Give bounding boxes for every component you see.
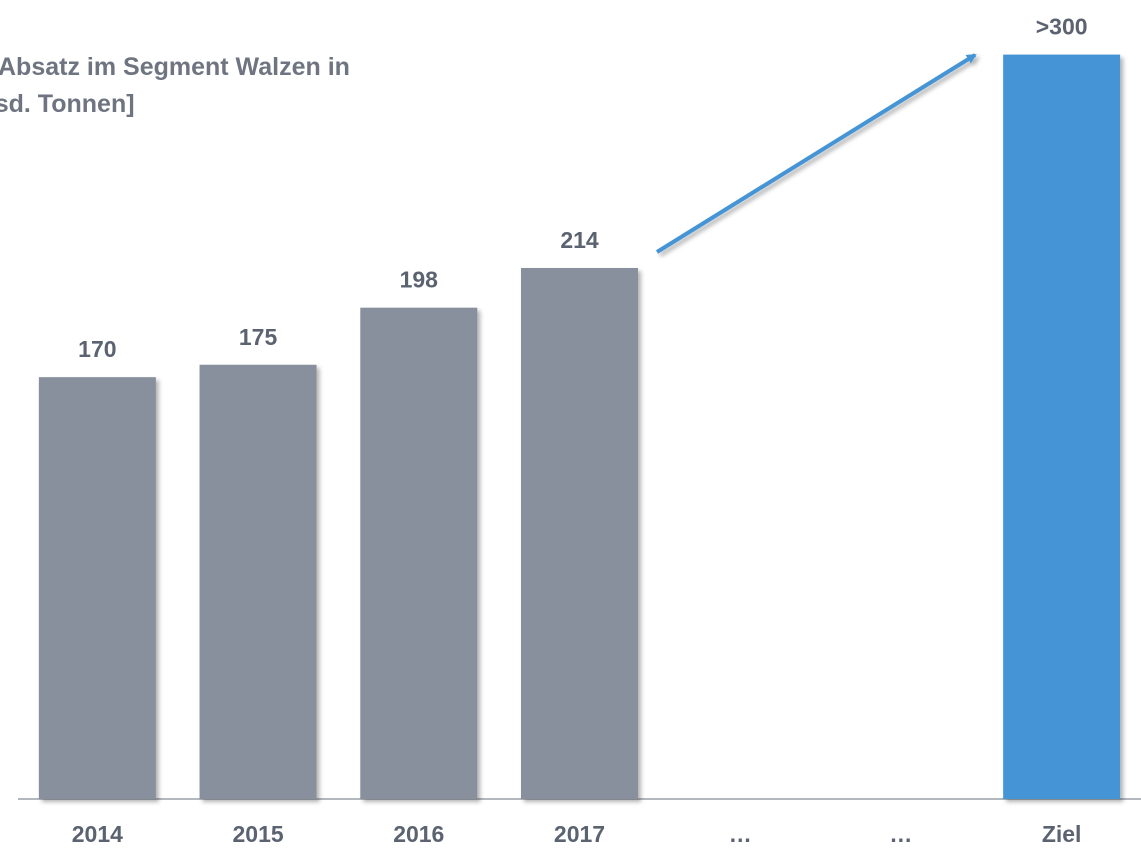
bar [38, 377, 156, 799]
bar [199, 364, 317, 799]
chart-title: Absatz im Segment Walzen in [0, 53, 350, 81]
bar [1003, 54, 1121, 799]
data-label: 214 [560, 227, 599, 253]
data-label: 198 [400, 267, 439, 293]
data-label: 170 [78, 336, 116, 362]
x-tick-label: 2014 [72, 821, 123, 847]
x-tick-label: … [889, 821, 912, 847]
x-tick-label: 2016 [393, 821, 444, 847]
chart-title: [Tsd. Tonnen] [0, 90, 135, 118]
x-tick-label: 2017 [554, 821, 605, 847]
x-tick-label: … [729, 821, 752, 847]
bar [521, 267, 638, 800]
x-tick-label: 2015 [232, 821, 283, 847]
data-label: >300 [1036, 14, 1088, 40]
trend-arrow [655, 53, 977, 254]
data-label: 175 [239, 324, 278, 350]
bar [360, 307, 478, 799]
x-tick-label: Ziel [1042, 821, 1082, 847]
